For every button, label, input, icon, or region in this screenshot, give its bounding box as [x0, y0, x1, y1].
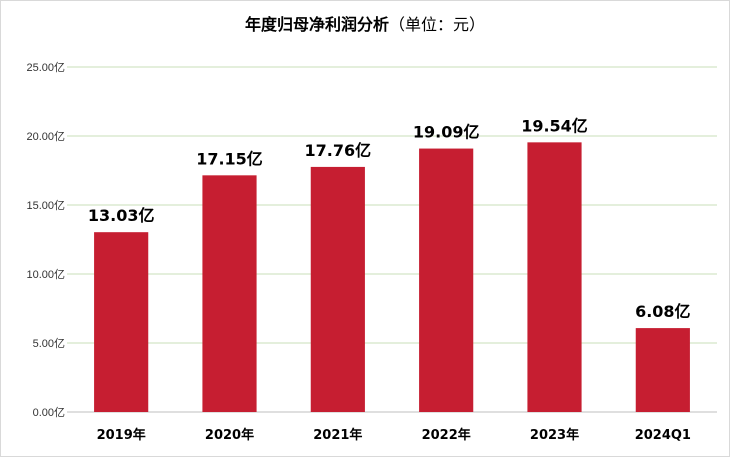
- data-label: 17.15亿: [196, 149, 263, 168]
- data-label: 19.09亿: [413, 123, 480, 142]
- x-tick-label: 2021年: [313, 427, 362, 443]
- chart-subtitle: （单位：元）: [389, 15, 485, 34]
- bars: [94, 142, 690, 413]
- chart-title-group: 年度归母净利润分析（单位：元）: [245, 15, 485, 34]
- y-tick-label: 0.00亿: [33, 406, 65, 419]
- y-tick-label: 20.00亿: [26, 130, 65, 143]
- x-tick-label: 2019年: [97, 427, 146, 443]
- gridlines: [67, 66, 717, 413]
- data-label: 19.54亿: [521, 116, 588, 135]
- chart-title: 年度归母净利润分析: [245, 15, 389, 34]
- y-tick-label: 10.00亿: [26, 268, 65, 281]
- data-label: 13.03亿: [88, 206, 155, 225]
- bar: [310, 166, 365, 412]
- y-axis-ticks: 0.00亿 5.00亿 10.00亿 15.00亿 20.00亿 25.00亿: [26, 61, 65, 419]
- bar: [202, 175, 257, 412]
- bar: [527, 142, 582, 412]
- data-label: 6.08亿: [635, 302, 690, 321]
- x-tick-label: 2024Q1: [635, 428, 691, 443]
- data-labels: 13.03亿 17.15亿 17.76亿 19.09亿 19.54亿 6.08亿: [88, 116, 691, 321]
- data-label: 17.76亿: [305, 141, 372, 160]
- bar: [419, 148, 474, 413]
- bar: [635, 328, 690, 412]
- bar: [94, 232, 149, 412]
- x-axis-ticks: 2019年 2020年 2021年 2022年 2023年 2024Q1: [97, 427, 691, 443]
- y-tick-label: 25.00亿: [26, 61, 65, 74]
- x-tick-label: 2023年: [530, 427, 579, 443]
- y-tick-label: 15.00亿: [26, 199, 65, 212]
- y-tick-label: 5.00亿: [33, 337, 65, 350]
- x-tick-label: 2022年: [422, 427, 471, 443]
- x-tick-label: 2020年: [205, 427, 254, 443]
